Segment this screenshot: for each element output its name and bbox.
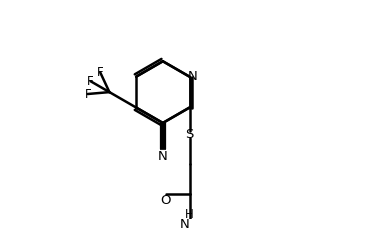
Text: N: N bbox=[188, 70, 197, 83]
Text: F: F bbox=[84, 88, 91, 100]
Text: F: F bbox=[97, 66, 104, 79]
Text: O: O bbox=[161, 194, 171, 207]
Text: N: N bbox=[158, 150, 168, 163]
Text: F: F bbox=[87, 75, 94, 88]
Text: S: S bbox=[185, 128, 194, 141]
Text: N: N bbox=[180, 218, 190, 231]
Text: H: H bbox=[185, 208, 194, 221]
